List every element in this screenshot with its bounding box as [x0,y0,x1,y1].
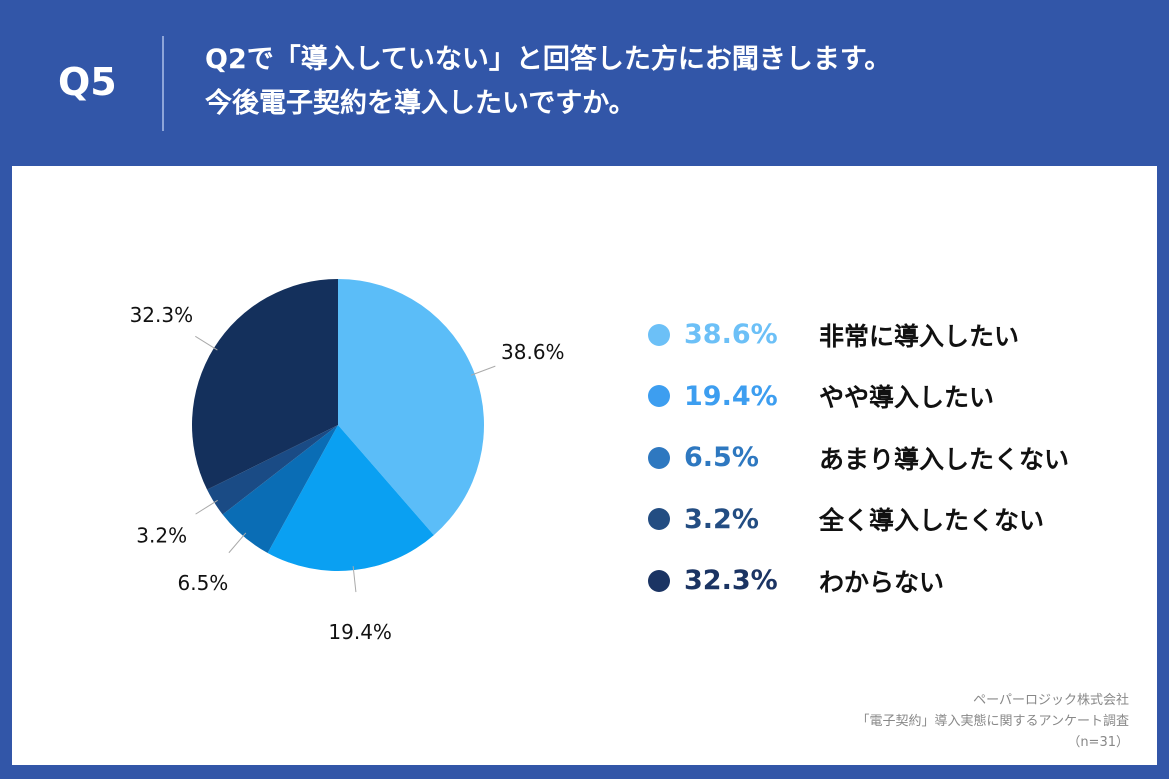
legend-percent: 6.5% [684,442,759,474]
leader-line [195,335,218,351]
legend-label: やや導入したい [819,383,995,413]
legend-percent: 3.2% [684,503,759,535]
pie-slice [222,425,338,553]
legend-label: 非常に導入したい [819,321,1020,351]
legend-item: 32.3% わからない [648,550,1069,612]
legend-item: 6.5% あまり導入したくない [648,427,1069,489]
legend-label: あまり導入したくない [819,444,1070,474]
data-label: 38.6% [501,340,565,364]
data-label: 19.4% [328,620,392,644]
pie-slice [267,425,434,572]
legend-dot [648,569,670,592]
legend-item: 19.4% やや導入したい [648,366,1069,428]
source-company: ペーパーロジック株式会社 [973,693,1129,708]
title-line-2: 今後電子契約を導入したいですか。 [205,88,636,119]
question-title: Q2で「導入していない」と回答した方にお聞きします。 今後電子契約を導入したいで… [205,38,891,126]
legend-percent: 38.6% [684,319,778,351]
leader-line [470,365,496,376]
leader-line [228,532,247,554]
data-label: 3.2% [136,523,187,547]
pie-slice [207,425,338,515]
legend-item: 3.2% 全く導入したくない [648,489,1069,551]
pie-slice [191,279,338,490]
source-survey: 「電子契約」導入実態に関するアンケート調査 [856,714,1129,729]
title-line-1: Q2で「導入していない」と回答した方にお聞きします。 [205,44,892,75]
legend-item: 38.6% 非常に導入したい [648,304,1069,366]
leader-line [195,499,218,515]
legend-dot [648,385,670,408]
legend-percent: 19.4% [684,380,778,412]
header-divider [162,36,164,131]
data-label: 32.3% [130,303,194,327]
sample-size: （n=31） [1067,735,1129,750]
leader-line [352,566,357,593]
legend-percent: 32.3% [684,565,778,597]
legend-dot [648,323,670,346]
legend-dot [648,446,670,469]
question-number: Q5 [58,60,117,104]
legend: 38.6% 非常に導入したい 19.4% やや導入したい 6.5% あまり導入したくな… [648,304,1069,612]
legend-dot [648,508,670,531]
data-label: 6.5% [178,571,229,595]
legend-label: わからない [819,567,945,597]
pie-slice [338,279,485,536]
source-note: ペーパーロジック株式会社 「電子契約」導入実態に関するアンケート調査 （n=31… [857,690,1129,753]
legend-label: 全く導入したくない [819,506,1045,536]
